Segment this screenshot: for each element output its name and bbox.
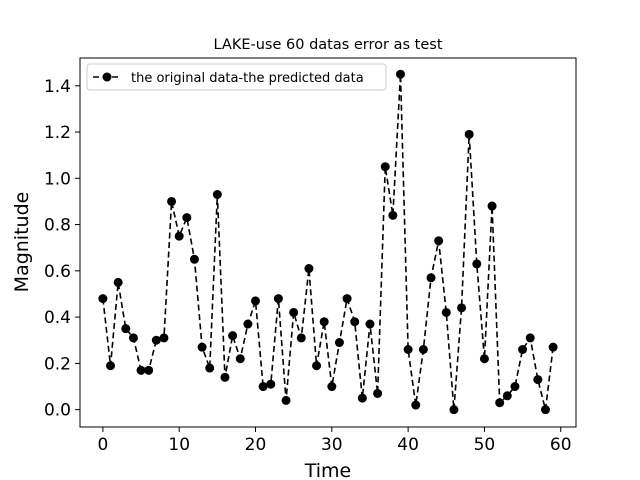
data-point: [273, 294, 283, 304]
data-point: [319, 317, 329, 327]
y-tick-label: 0.0: [44, 401, 71, 421]
data-point: [449, 405, 459, 415]
data-point: [434, 236, 444, 246]
y-axis-label: Magnitude: [11, 192, 33, 293]
data-point: [212, 190, 222, 199]
data-point: [403, 345, 413, 354]
data-point: [365, 319, 375, 329]
data-point: [266, 379, 276, 389]
data-point: [251, 296, 261, 306]
data-point: [411, 400, 421, 410]
data-point: [98, 294, 108, 304]
series-line: [102, 74, 554, 410]
data-point: [380, 162, 390, 172]
data-point: [289, 307, 299, 317]
y-tick-label: 1.0: [44, 169, 71, 189]
data-point: [373, 388, 383, 398]
data-point: [533, 375, 543, 385]
data-point: [304, 264, 314, 274]
y-tick-label: 1.2: [44, 123, 71, 143]
x-tick-label: 0: [97, 435, 108, 455]
legend-box: [86, 63, 387, 91]
data-point: [457, 303, 467, 313]
data-point: [144, 365, 154, 375]
y-tick-label: 0.4: [44, 308, 71, 328]
data-point: [441, 307, 451, 317]
data-point: [121, 324, 131, 334]
plot-frame: [79, 57, 577, 428]
data-point: [167, 196, 177, 206]
x-tick-label: 40: [397, 435, 419, 455]
data-point: [189, 254, 199, 264]
data-point: [350, 317, 360, 327]
data-point: [205, 363, 215, 373]
x-axis-label: Time: [304, 460, 352, 480]
data-point: [136, 365, 146, 375]
data-point: [540, 405, 550, 415]
y-axis: 0.0 0.2 0.4 0.6 0.8 1.0 1.2 1.4: [44, 77, 80, 421]
data-point: [151, 335, 161, 345]
x-tick-label: 50: [474, 435, 496, 455]
series-markers: [98, 69, 558, 415]
data-point: [182, 213, 192, 223]
data-point: [464, 129, 474, 139]
data-point: [197, 342, 207, 352]
data-point: [487, 201, 497, 211]
data-point: [548, 342, 558, 352]
plot-area: 0 10 20 30 40 50 60 0.0 0.2 0.4 0.6 0.8 1.0 1.2 1.4: [44, 57, 577, 455]
data-point: [525, 333, 535, 343]
data-point: [495, 398, 505, 408]
data-point: [395, 69, 405, 79]
legend: the original data-the predicted data: [86, 63, 387, 91]
data-point: [479, 354, 489, 364]
data-point: [128, 333, 138, 343]
legend-marker: [102, 72, 112, 82]
data-point: [113, 277, 123, 287]
data-point: [159, 333, 169, 343]
legend-label: the original data-the predicted data: [131, 71, 364, 86]
data-point: [418, 345, 428, 354]
data-point: [106, 361, 116, 371]
y-tick-label: 1.4: [44, 77, 71, 97]
data-point: [258, 382, 268, 392]
data-point: [518, 345, 528, 354]
data-point: [243, 319, 253, 329]
data-point: [388, 210, 398, 220]
data-point: [357, 393, 367, 403]
data-point: [334, 338, 344, 348]
data-point: [281, 395, 291, 405]
data-point: [502, 391, 512, 401]
y-tick-label: 0.6: [44, 262, 71, 282]
data-point: [472, 259, 482, 269]
x-tick-label: 30: [321, 435, 343, 455]
y-tick-label: 0.2: [44, 354, 71, 374]
data-point: [235, 354, 245, 364]
data-point: [510, 382, 520, 392]
data-point: [220, 372, 230, 382]
x-tick-label: 60: [550, 435, 572, 455]
data-point: [327, 382, 337, 392]
x-tick-label: 10: [168, 435, 190, 455]
chart-title: LAKE-use 60 datas error as test: [214, 37, 443, 53]
data-point: [342, 294, 352, 304]
data-point: [312, 361, 322, 371]
data-point: [426, 273, 436, 283]
y-tick-label: 0.8: [44, 216, 71, 236]
data-point: [296, 333, 306, 343]
data-point: [228, 331, 238, 341]
x-axis: 0 10 20 30 40 50 60: [97, 427, 572, 455]
data-point: [174, 231, 184, 241]
x-tick-label: 20: [245, 435, 267, 455]
